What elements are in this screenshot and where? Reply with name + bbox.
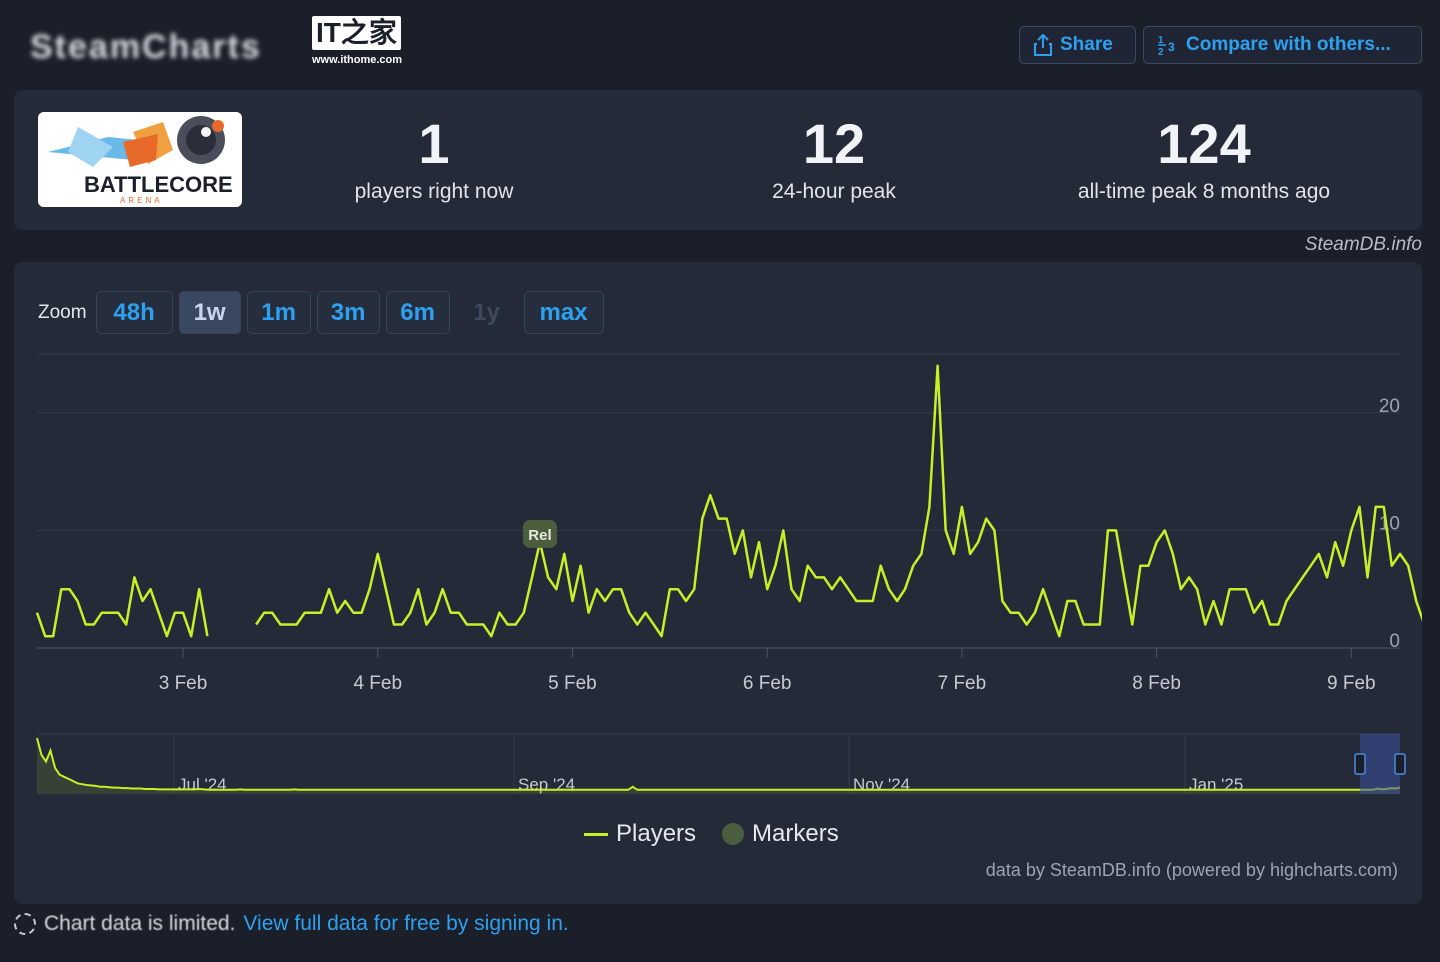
compare-icon: 12 3	[1158, 35, 1175, 57]
stat-24h-peak: 12 24-hour peak	[714, 112, 954, 204]
y-tick-label: 10	[1379, 513, 1400, 534]
legend-item-players[interactable]: Players	[584, 820, 696, 848]
x-tick-label: 3 Feb	[159, 673, 208, 694]
navigator-selection	[1360, 734, 1400, 794]
x-tick-label: 4 Feb	[353, 673, 402, 694]
chart-panel: Zoom 48h 1w 1m 3m 6m 1y max 0 10 20 3 Feb 4 …	[14, 262, 1422, 904]
stat-current-players: 1 players right now	[314, 112, 554, 204]
markers-legend-swatch	[722, 823, 745, 845]
svg-text:3: 3	[1168, 40, 1175, 54]
share-button[interactable]: Share	[1019, 26, 1136, 64]
loading-icon	[14, 913, 36, 935]
compare-label: Compare with others...	[1186, 34, 1391, 55]
sign-in-link[interactable]: View full data for free by signing in.	[243, 912, 569, 935]
legend-item-markers[interactable]: Markers	[722, 820, 839, 848]
y-tick-label: 20	[1379, 396, 1400, 417]
x-tick-label: 7 Feb	[938, 673, 987, 694]
zoom-6m-button[interactable]: 6m	[385, 291, 450, 334]
zoom-controls: Zoom 48h 1w 1m 3m 6m 1y max	[38, 291, 610, 334]
zoom-1m-button[interactable]: 1m	[246, 291, 311, 334]
navigator-handle-right	[1394, 753, 1406, 775]
stat-label: players right now	[354, 180, 514, 203]
footer-notice: Chart data is limited. View full data fo…	[14, 912, 569, 936]
zoom-label: Zoom	[38, 301, 87, 323]
stat-label: all-time peak 8 months ago	[1077, 180, 1331, 203]
ithome-logo: IT之家	[312, 16, 412, 50]
zoom-3m-button[interactable]: 3m	[316, 291, 380, 334]
navigator-handle-left	[1354, 753, 1366, 775]
stat-all-time-peak: 124 all-time peak 8 months ago	[1024, 112, 1384, 204]
zoom-1y-button: 1y	[473, 298, 500, 326]
players-series-line	[255, 364, 1422, 638]
players-legend-swatch	[584, 832, 608, 836]
game-logo-art: BATTLECORE ARENA	[38, 112, 242, 207]
stats-panel: BATTLECORE ARENA 1 players right now 12 …	[14, 90, 1422, 230]
stat-label: 24-hour peak	[772, 180, 896, 203]
ithome-url: www.ithome.com	[312, 54, 403, 66]
x-tick-label: 8 Feb	[1132, 673, 1181, 694]
x-tick-label: 9 Feb	[1327, 673, 1376, 694]
stat-value: 12	[802, 112, 866, 175]
ithome-watermark: IT之家 www.ithome.com	[312, 16, 412, 66]
stat-value: 1	[418, 112, 450, 175]
zoom-max-button[interactable]: max	[523, 291, 604, 334]
share-icon	[1034, 34, 1052, 56]
source-watermark: SteamDB.info	[1304, 234, 1422, 255]
stat-value: 124	[1157, 112, 1251, 175]
svg-text:1: 1	[1158, 35, 1164, 46]
navigator-line	[36, 737, 1401, 791]
player-count-chart[interactable]: 0 10 20 3 Feb 4 Feb 5 Feb 6 Feb 7 Feb 8 Feb 9 Feb…	[14, 262, 1422, 904]
site-title: SteamCharts	[30, 28, 262, 66]
chart-legend: Players Markers	[584, 820, 839, 848]
limited-data-notice: Chart data is limited.	[44, 912, 236, 935]
legend-label-markers: Markers	[752, 820, 839, 847]
release-marker	[522, 519, 557, 548]
x-tick-label: 6 Feb	[743, 673, 792, 694]
share-label: Share	[1060, 34, 1113, 55]
game-logo-text: BATTLECORE	[84, 172, 233, 197]
x-tick-label: 5 Feb	[548, 673, 597, 694]
zoom-1w-button[interactable]: 1w	[178, 291, 241, 334]
zoom-48h-button[interactable]: 48h	[95, 291, 173, 334]
svg-text:2: 2	[1158, 47, 1164, 57]
chart-credits[interactable]: data by SteamDB.info (powered by highcha…	[985, 860, 1398, 880]
legend-label-players: Players	[616, 820, 697, 847]
release-marker-label: Rel	[528, 527, 551, 544]
game-logo-subtext: ARENA	[120, 196, 163, 205]
ithome-logo-text: IT之家	[312, 16, 401, 50]
y-tick-label: 0	[1389, 631, 1400, 652]
game-logo-image: BATTLECORE ARENA	[38, 112, 242, 207]
players-series-line	[35, 576, 209, 638]
